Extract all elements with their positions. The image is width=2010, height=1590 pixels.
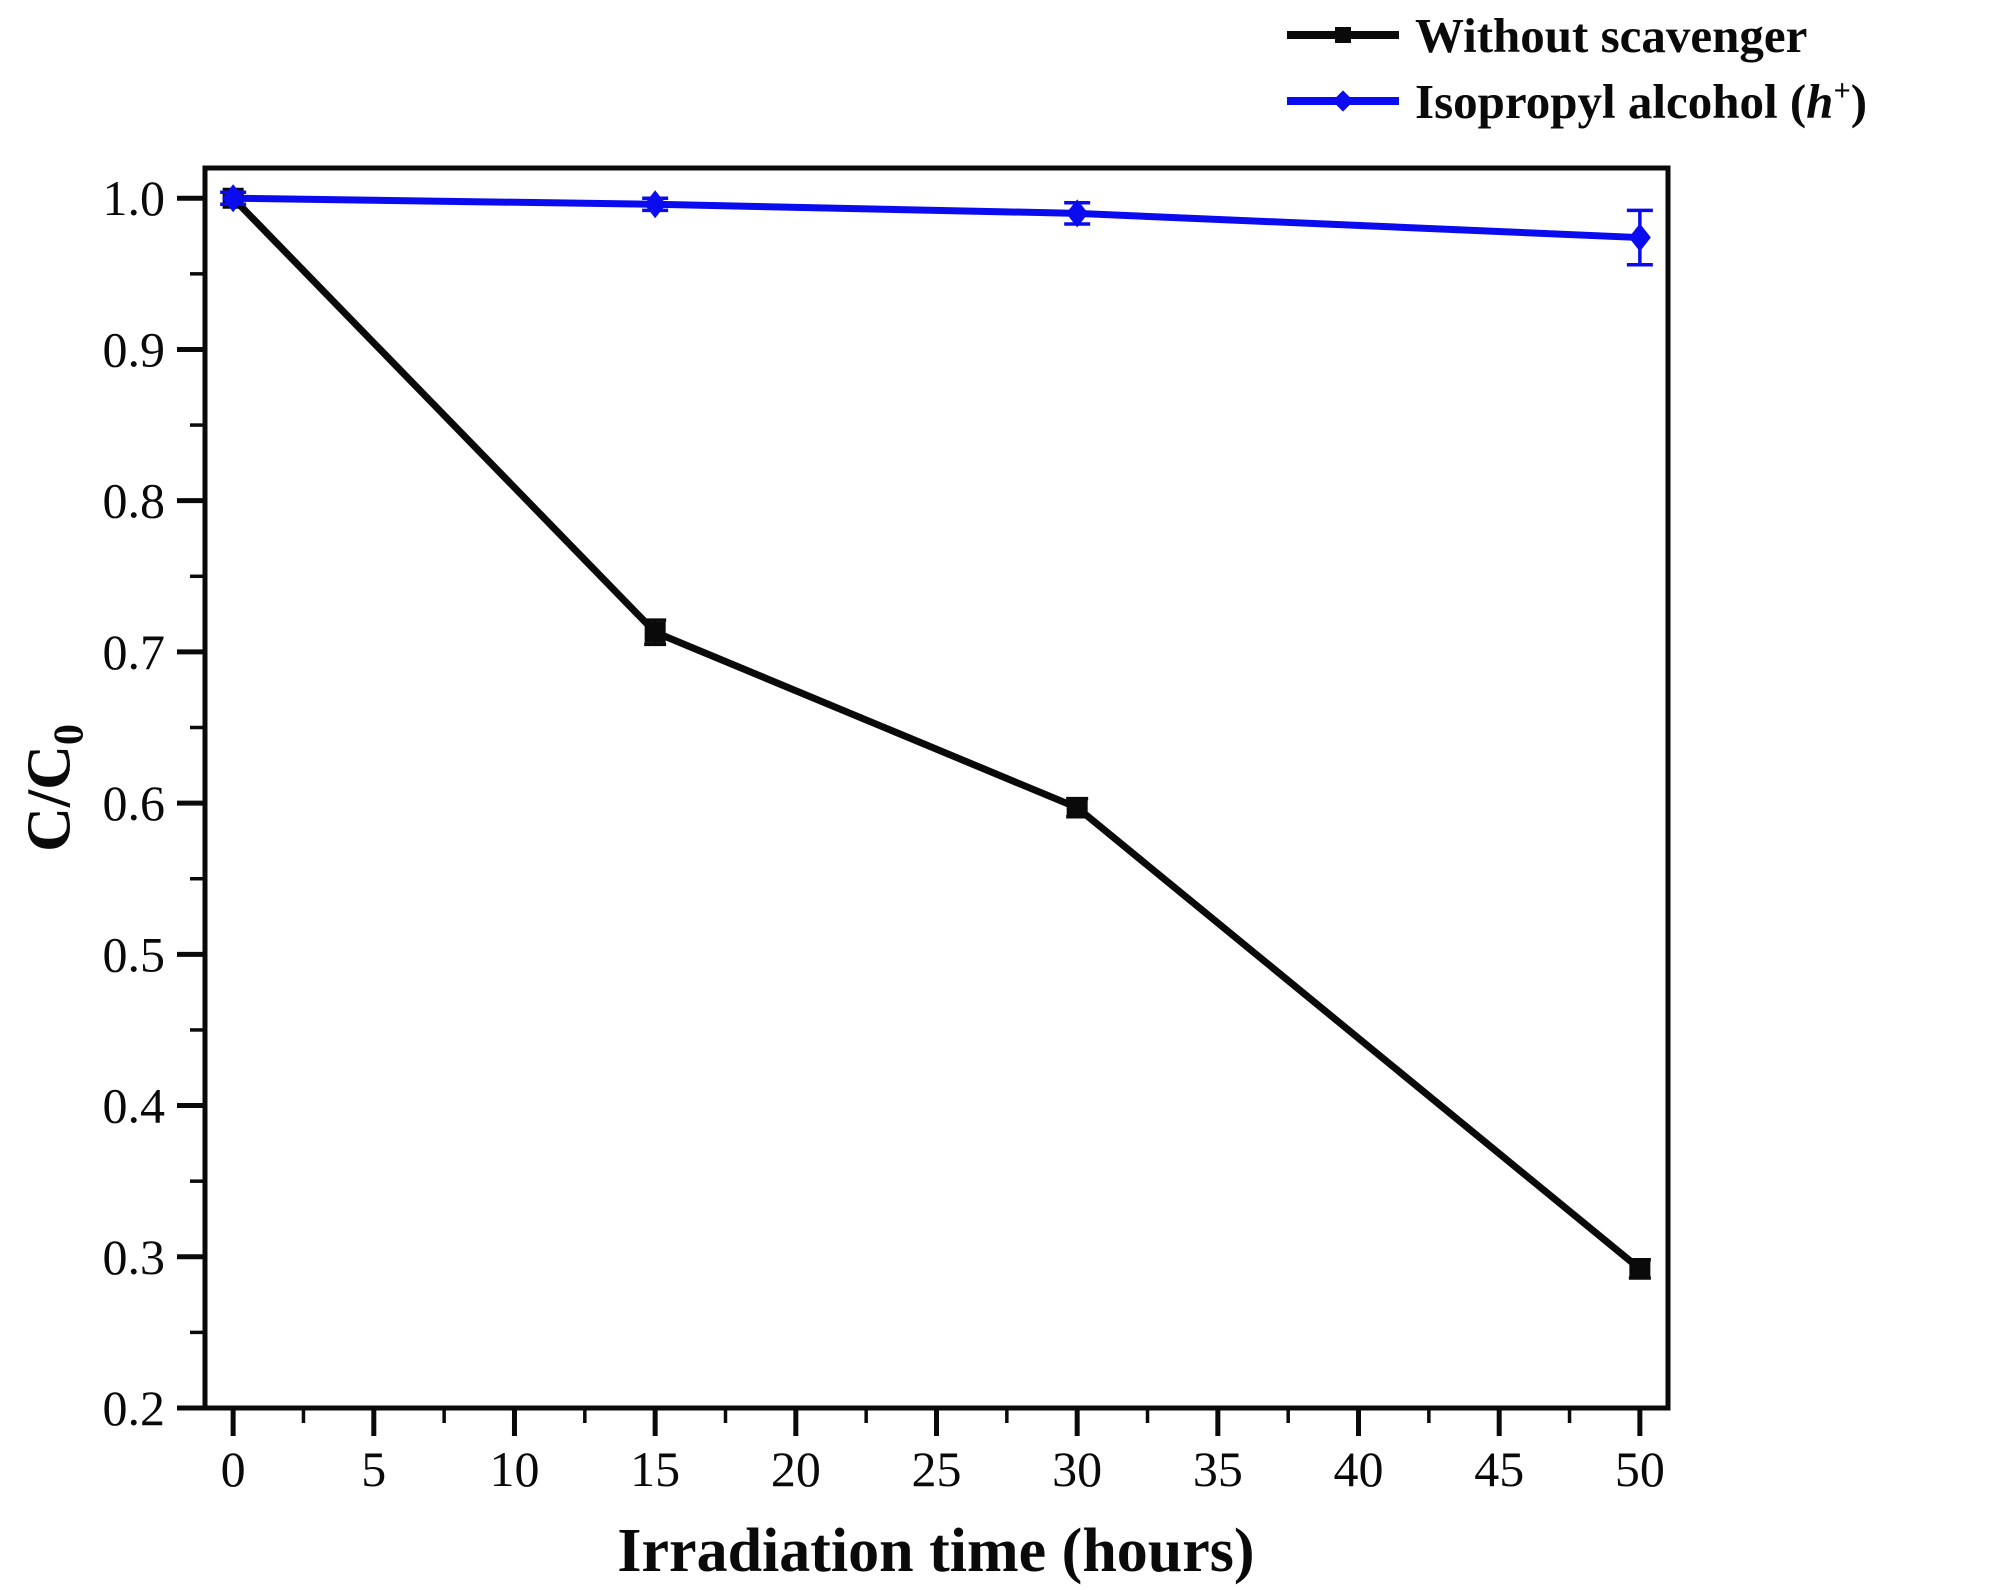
- legend-label-superscript-plus: +: [1833, 73, 1851, 108]
- x-axis-title: Irradiation time (hours): [617, 1517, 1255, 1585]
- legend-label-italic-h: h: [1806, 73, 1834, 129]
- x-tick-label: 20: [771, 1441, 821, 1497]
- x-tick-label: 0: [221, 1441, 246, 1497]
- y-axis-title: C/C0: [14, 724, 93, 852]
- square-marker-icon: [1335, 27, 1351, 43]
- diamond-marker-icon: [1066, 199, 1089, 228]
- square-marker-icon: [1629, 1258, 1651, 1280]
- y-tick-label: 0.2: [103, 1380, 166, 1436]
- y-tick-label: 0.6: [103, 775, 166, 831]
- diamond-marker-icon: [644, 190, 667, 219]
- x-tick-label: 30: [1052, 1441, 1102, 1497]
- legend-label-prefix: Isopropyl alcohol (: [1415, 73, 1807, 129]
- y-axis-title-sub: 0: [45, 724, 93, 746]
- legend: Without scavenger Isopropyl alcohol (h+): [1287, 4, 1867, 132]
- y-tick-label: 0.3: [103, 1229, 166, 1285]
- plot-frame: [202, 165, 1671, 1411]
- y-axis-title-main: C/C: [15, 745, 84, 852]
- x-tick-label: 35: [1193, 1441, 1243, 1497]
- legend-item-without-scavenger: Without scavenger: [1287, 4, 1867, 66]
- diamond-marker-icon: [1628, 223, 1651, 252]
- x-tick-label: 40: [1334, 1441, 1384, 1497]
- x-tick-label: 50: [1615, 1441, 1665, 1497]
- legend-item-isopropyl-alcohol: Isopropyl alcohol (h+): [1287, 70, 1867, 132]
- y-tick-label: 0.4: [103, 1078, 166, 1134]
- square-marker-icon: [644, 621, 666, 643]
- series-line: [229, 194, 1644, 242]
- diamond-marker-icon: [1332, 90, 1354, 112]
- y-tick-label: 0.7: [103, 624, 166, 680]
- x-tick-label: 15: [630, 1441, 680, 1497]
- legend-label-suffix: ): [1850, 73, 1868, 129]
- square-marker-icon: [1066, 797, 1088, 819]
- legend-label: Without scavenger: [1415, 7, 1808, 63]
- x-tick-label: 45: [1474, 1441, 1524, 1497]
- legend-sample-line: [1287, 18, 1399, 52]
- y-tick-label: 0.8: [103, 473, 166, 529]
- legend-label: Isopropyl alcohol (h+): [1415, 73, 1867, 130]
- x-tick-label: 10: [489, 1441, 539, 1497]
- diamond-marker-icon: [222, 184, 245, 213]
- y-tick-label: 0.5: [103, 926, 166, 982]
- x-tick-label: 25: [912, 1441, 962, 1497]
- series-line: [229, 194, 1644, 1273]
- legend-sample-line: [1287, 84, 1399, 118]
- x-tick-label: 5: [361, 1441, 386, 1497]
- y-tick-label: 0.9: [103, 321, 166, 377]
- y-tick-label: 1.0: [103, 170, 166, 226]
